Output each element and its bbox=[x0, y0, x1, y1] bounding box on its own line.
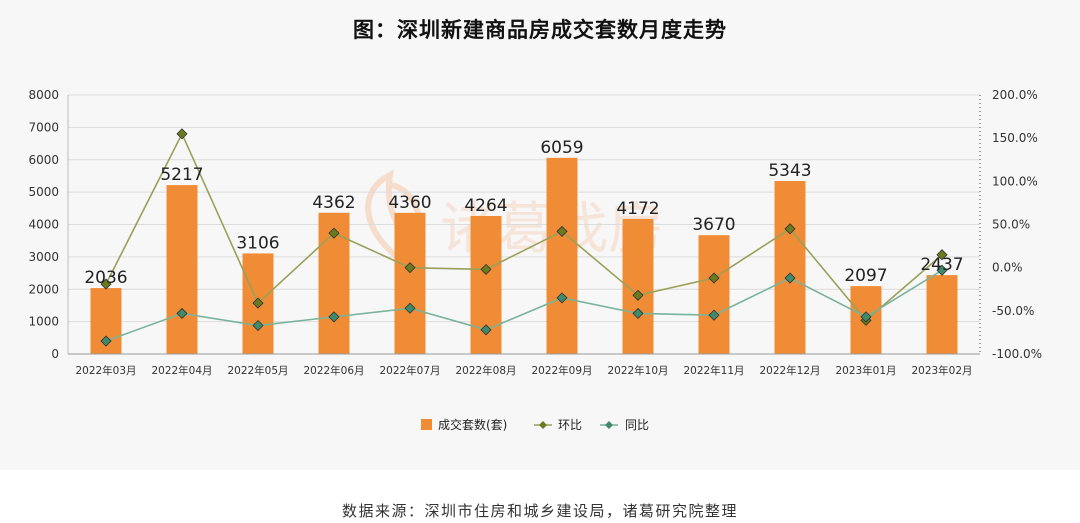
mom-point bbox=[480, 263, 492, 275]
legend-label-bar: 成交套数(套) bbox=[438, 417, 507, 432]
legend-label-yoy: 同比 bbox=[625, 418, 649, 432]
axes: 0 1000 2000 3000 4000 5000 6000 7000 8000 -100.0%… bbox=[28, 88, 1042, 377]
y-right-tick-label: 200.0% bbox=[992, 88, 1038, 102]
x-tick-label: 2023年02月 bbox=[911, 364, 972, 377]
yoy-point bbox=[784, 272, 796, 284]
y-left-tick-label: 3000 bbox=[28, 250, 59, 264]
y-left-tick-label: 0 bbox=[51, 347, 59, 361]
y-right-tick-label: -100.0% bbox=[992, 347, 1042, 361]
x-tick-label: 2022年09月 bbox=[531, 364, 592, 377]
mom-point bbox=[176, 128, 188, 140]
x-tick-label: 2022年03月 bbox=[75, 364, 136, 377]
bar-value-label: 4264 bbox=[464, 196, 507, 216]
data-labels: 2036 5217 3106 4362 4360 4264 6059 4172 3670 5343… bbox=[84, 138, 963, 288]
mom-point bbox=[708, 272, 720, 284]
legend-swatch-bar bbox=[421, 419, 432, 430]
x-tick-label: 2023年01月 bbox=[835, 364, 896, 377]
bar-value-label: 4360 bbox=[388, 193, 431, 213]
grid-lines bbox=[68, 94, 980, 355]
bar-value-label: 6059 bbox=[540, 138, 583, 158]
legend: 成交套数(套) 环比 同比 bbox=[421, 417, 649, 432]
yoy-point bbox=[252, 319, 264, 332]
bar-series bbox=[90, 157, 958, 354]
yoy-point bbox=[176, 307, 188, 319]
bar-value-label: 3106 bbox=[236, 233, 279, 253]
bar bbox=[166, 185, 198, 354]
y-left-tick-label: 7000 bbox=[28, 120, 59, 134]
y-right-tick-label: -50.0% bbox=[992, 304, 1034, 318]
x-tick-label: 2022年04月 bbox=[151, 364, 212, 377]
x-tick-label: 2022年11月 bbox=[683, 364, 744, 377]
y-right-tick-label: 150.0% bbox=[992, 131, 1038, 145]
mom-point bbox=[556, 225, 568, 237]
bar-value-label: 4172 bbox=[616, 199, 659, 219]
yoy-point bbox=[404, 302, 416, 314]
bar bbox=[546, 157, 578, 354]
mom-point bbox=[404, 262, 416, 274]
yoy-point bbox=[100, 335, 112, 347]
yoy-point bbox=[632, 307, 644, 319]
chart-title: 图：深圳新建商品房成交套数月度走势 bbox=[353, 18, 727, 42]
mom-point bbox=[784, 223, 796, 235]
x-tick-label: 2022年12月 bbox=[759, 364, 820, 377]
y-right-tick-label: 0.0% bbox=[992, 261, 1023, 275]
y-right-tick-label: 50.0% bbox=[992, 218, 1030, 232]
yoy-point bbox=[708, 309, 720, 321]
yoy-point bbox=[860, 311, 872, 323]
yoy-point bbox=[556, 292, 568, 304]
source-note: 数据来源：深圳市住房和城乡建设局，诸葛研究院整理 bbox=[341, 502, 738, 520]
yoy-point bbox=[480, 324, 492, 336]
yoy-point bbox=[328, 311, 340, 323]
mom-point bbox=[252, 297, 264, 309]
mom-point bbox=[100, 278, 112, 290]
legend-label-mom: 环比 bbox=[558, 418, 582, 432]
x-tick-label: 2022年10月 bbox=[607, 364, 668, 377]
bar-value-label: 2036 bbox=[84, 268, 127, 288]
bar bbox=[926, 275, 958, 354]
line-series bbox=[100, 128, 948, 347]
bar-value-label: 2437 bbox=[920, 255, 963, 275]
bar-value-label: 2097 bbox=[844, 266, 887, 286]
bar bbox=[698, 235, 730, 354]
y-left-tick-label: 1000 bbox=[28, 315, 59, 329]
mom-point bbox=[936, 249, 948, 261]
bar-value-label: 5343 bbox=[768, 161, 811, 181]
bar-value-label: 3670 bbox=[692, 215, 735, 235]
bar-value-label: 4362 bbox=[312, 193, 355, 213]
bar bbox=[774, 181, 806, 354]
mom-point bbox=[632, 289, 644, 301]
x-tick-label: 2022年08月 bbox=[455, 364, 516, 377]
x-tick-label: 2022年05月 bbox=[227, 364, 288, 377]
x-tick-label: 2022年06月 bbox=[303, 364, 364, 377]
chart-svg: 诸葛找房 20365217310643624360426460594172367… bbox=[28, 88, 1042, 432]
legend-marker-mom bbox=[539, 421, 547, 429]
yoy-point bbox=[936, 264, 948, 276]
x-tick-label: 2022年07月 bbox=[379, 364, 440, 377]
bar bbox=[394, 212, 426, 354]
y-left-tick-label: 4000 bbox=[28, 218, 59, 232]
y-left-tick-label: 6000 bbox=[28, 153, 59, 167]
y-left-tick-label: 8000 bbox=[28, 88, 59, 102]
y-left-tick-label: 5000 bbox=[28, 185, 59, 199]
yoy-line bbox=[105, 269, 943, 342]
bar-value-label: 5217 bbox=[160, 165, 203, 185]
legend-marker-yoy bbox=[605, 421, 613, 429]
mom-point bbox=[328, 227, 340, 239]
mom-line bbox=[105, 131, 943, 322]
y-right-tick-label: 100.0% bbox=[992, 174, 1038, 188]
y-left-tick-label: 2000 bbox=[28, 282, 59, 296]
